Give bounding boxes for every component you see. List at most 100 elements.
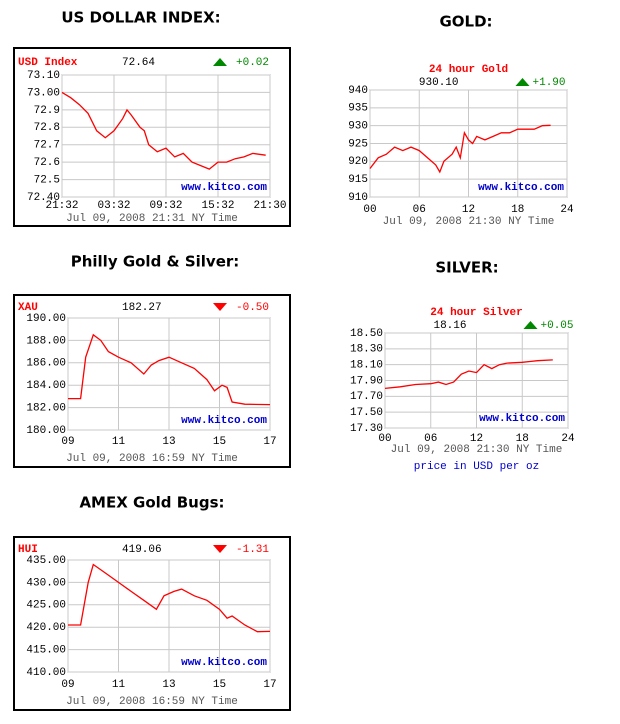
y-tick-label: 188.00 xyxy=(26,335,66,347)
watermark: www.kitco.com xyxy=(479,413,565,425)
y-tick-label: 72.40 xyxy=(27,192,60,204)
change-arrow xyxy=(213,545,227,553)
series-title: XAU xyxy=(18,302,38,314)
x-tick-label: 21:30 xyxy=(253,200,286,212)
y-tick-label: 935 xyxy=(348,103,368,115)
chart-panel: GOLD: 910 915 920 925 930 935 940 00 06 12 18 24 www.… xyxy=(348,13,574,228)
timestamp: Jul 09, 2008 21:30 NY Time xyxy=(383,216,555,228)
chart-heading: SILVER: xyxy=(435,259,498,277)
watermark: www.kitco.com xyxy=(181,415,267,427)
x-tick-label: 18 xyxy=(511,204,524,216)
y-tick-label: 180.00 xyxy=(26,425,66,437)
last-price: 930.10 xyxy=(419,77,459,89)
watermark: www.kitco.com xyxy=(181,657,267,669)
timestamp: Jul 09, 2008 21:31 NY Time xyxy=(66,213,238,225)
price-change: -1.31 xyxy=(236,544,269,556)
y-tick-label: 940 xyxy=(348,85,368,97)
series-title: HUI xyxy=(18,544,38,556)
chart-panel: Philly Gold & Silver: 180.00 182.00 184.00 1… xyxy=(13,253,291,468)
y-tick-label: 72.7 xyxy=(34,140,60,152)
watermark: www.kitco.com xyxy=(478,182,564,194)
series-title: 24 hour Silver xyxy=(430,307,522,319)
y-tick-label: 72.9 xyxy=(34,105,60,117)
x-tick-label: 24 xyxy=(560,204,574,216)
y-tick-label: 73.10 xyxy=(27,70,60,82)
x-tick-label: 09 xyxy=(61,436,74,448)
series-title: USD Index xyxy=(18,57,78,69)
y-tick-label: 72.8 xyxy=(34,122,60,134)
last-price: 18.16 xyxy=(433,320,466,332)
price-note: price in USD per oz xyxy=(414,461,539,473)
y-tick-label: 72.6 xyxy=(34,157,60,169)
price-line xyxy=(369,124,551,174)
change-arrow xyxy=(523,321,538,329)
y-tick-label: 18.30 xyxy=(350,344,383,356)
change-arrow xyxy=(213,58,227,66)
price-line xyxy=(384,359,553,390)
price-line xyxy=(68,333,271,406)
watermark: www.kitco.com xyxy=(181,182,267,194)
price-change: -0.50 xyxy=(236,302,269,314)
x-tick-label: 03:32 xyxy=(97,200,130,212)
x-tick-label: 13 xyxy=(162,436,175,448)
y-tick-label: 430.00 xyxy=(26,577,66,589)
y-tick-label: 910 xyxy=(348,192,368,204)
chart-heading: Philly Gold & Silver: xyxy=(71,253,240,271)
last-price: 419.06 xyxy=(122,544,162,556)
y-tick-label: 186.00 xyxy=(26,358,66,370)
y-tick-label: 420.00 xyxy=(26,622,66,634)
change-arrow xyxy=(515,78,530,86)
x-tick-label: 13 xyxy=(162,679,175,691)
price-change: +1.90 xyxy=(533,77,566,89)
y-tick-label: 190.00 xyxy=(26,313,66,325)
x-tick-label: 06 xyxy=(424,433,437,445)
timestamp: Jul 09, 2008 16:59 NY Time xyxy=(66,453,238,465)
y-tick-label: 182.00 xyxy=(26,403,66,415)
x-tick-label: 09 xyxy=(61,679,74,691)
y-tick-label: 18.50 xyxy=(350,328,383,340)
x-tick-label: 17 xyxy=(263,436,276,448)
x-tick-label: 15:32 xyxy=(201,200,234,212)
x-tick-label: 12 xyxy=(462,204,475,216)
change-arrow xyxy=(213,303,227,311)
timestamp: Jul 09, 2008 16:59 NY Time xyxy=(66,696,238,708)
price-line xyxy=(61,91,266,170)
y-tick-label: 72.5 xyxy=(34,174,60,186)
chart-heading: AMEX Gold Bugs: xyxy=(79,494,224,512)
x-tick-label: 12 xyxy=(470,433,483,445)
chart-heading: GOLD: xyxy=(439,13,492,31)
price-line xyxy=(68,563,271,633)
y-tick-label: 17.90 xyxy=(350,375,383,387)
x-tick-label: 15 xyxy=(213,679,226,691)
y-tick-label: 925 xyxy=(348,138,368,150)
y-tick-label: 415.00 xyxy=(26,645,66,657)
last-price: 182.27 xyxy=(122,302,162,314)
timestamp: Jul 09, 2008 21:30 NY Time xyxy=(391,444,563,456)
series-title: 24 hour Gold xyxy=(429,64,508,76)
y-tick-label: 17.30 xyxy=(350,423,383,435)
chart-panel: AMEX Gold Bugs: 410.00 415.00 420.00 425.00 4… xyxy=(13,494,291,711)
price-change: +0.05 xyxy=(541,320,574,332)
y-tick-label: 184.00 xyxy=(26,380,66,392)
y-tick-label: 17.50 xyxy=(350,407,383,419)
x-tick-label: 06 xyxy=(413,204,426,216)
y-tick-label: 915 xyxy=(348,174,368,186)
last-price: 72.64 xyxy=(122,57,155,69)
x-tick-label: 24 xyxy=(561,433,575,445)
y-tick-label: 920 xyxy=(348,156,368,168)
x-tick-label: 00 xyxy=(363,204,376,216)
x-tick-label: 11 xyxy=(112,436,126,448)
chart-heading: US DOLLAR INDEX: xyxy=(61,9,220,27)
x-tick-label: 17 xyxy=(263,679,276,691)
x-tick-label: 00 xyxy=(378,433,391,445)
x-tick-label: 15 xyxy=(213,436,226,448)
x-tick-label: 09:32 xyxy=(149,200,182,212)
y-tick-label: 18.10 xyxy=(350,360,383,372)
y-tick-label: 930 xyxy=(348,121,368,133)
y-tick-label: 73.00 xyxy=(27,87,60,99)
y-tick-label: 410.00 xyxy=(26,667,66,679)
chart-panel: SILVER: 17.30 17.50 17.70 17.90 18.10 18.30 18.… xyxy=(350,259,575,473)
y-tick-label: 435.00 xyxy=(26,555,66,567)
x-tick-label: 11 xyxy=(112,679,126,691)
